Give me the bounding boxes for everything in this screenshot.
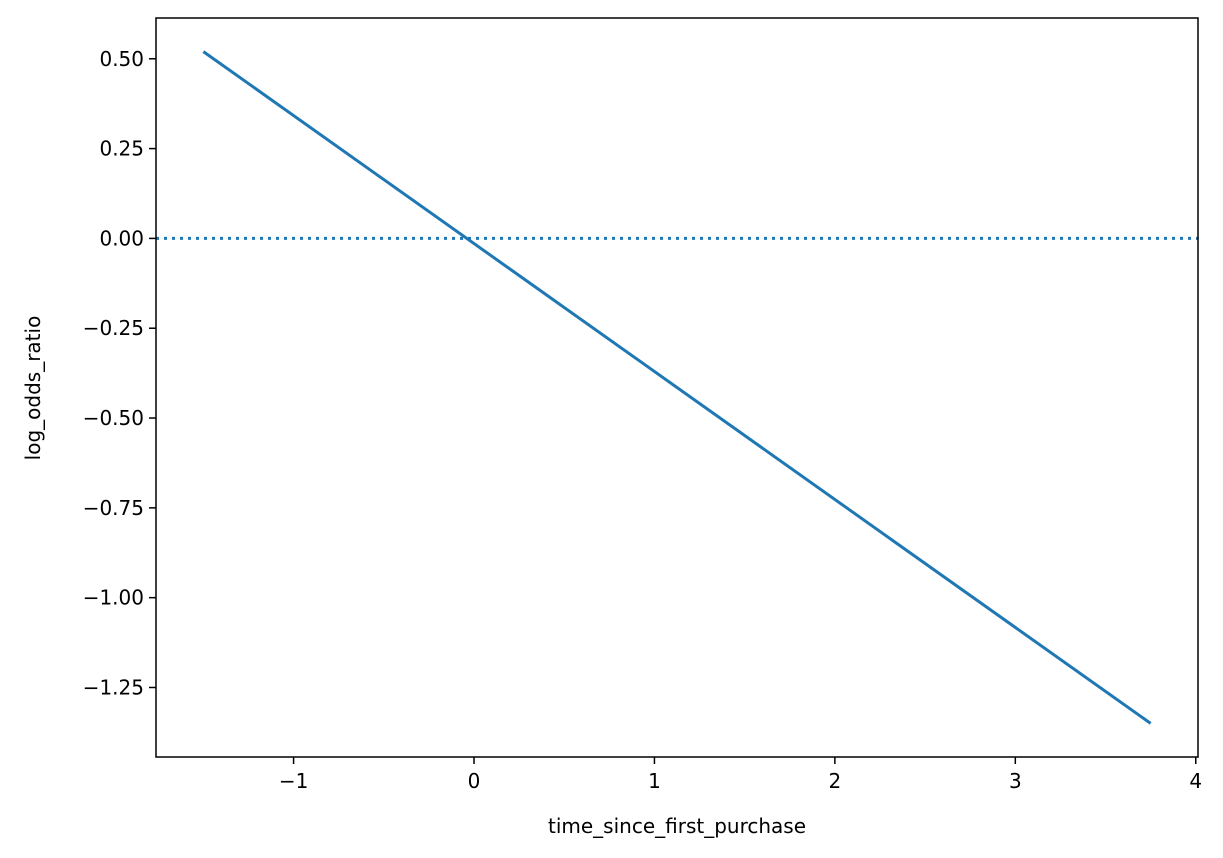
y-tick-label: −1.25 <box>83 675 144 699</box>
y-axis-label: log_odds_ratio <box>21 316 45 461</box>
y-tick-label: −0.50 <box>83 406 144 430</box>
y-tick-label: −1.00 <box>83 586 144 610</box>
x-tick-label: 3 <box>1009 769 1022 793</box>
x-tick-label: 4 <box>1189 769 1202 793</box>
y-tick-label: −0.25 <box>83 316 144 340</box>
x-tick-label: 2 <box>829 769 842 793</box>
x-tick-label: 0 <box>468 769 481 793</box>
y-tick-label: 0.00 <box>99 226 144 250</box>
y-tick-label: 0.50 <box>99 47 144 71</box>
x-tick-label: −1 <box>279 769 308 793</box>
x-tick-label: 1 <box>648 769 661 793</box>
x-axis-label: time_since_first_purchase <box>548 814 806 838</box>
line <box>202 50 1152 725</box>
plot-frame <box>155 17 1199 758</box>
y-tick-label: 0.25 <box>99 137 144 161</box>
y-tick-label: −0.75 <box>83 496 144 520</box>
